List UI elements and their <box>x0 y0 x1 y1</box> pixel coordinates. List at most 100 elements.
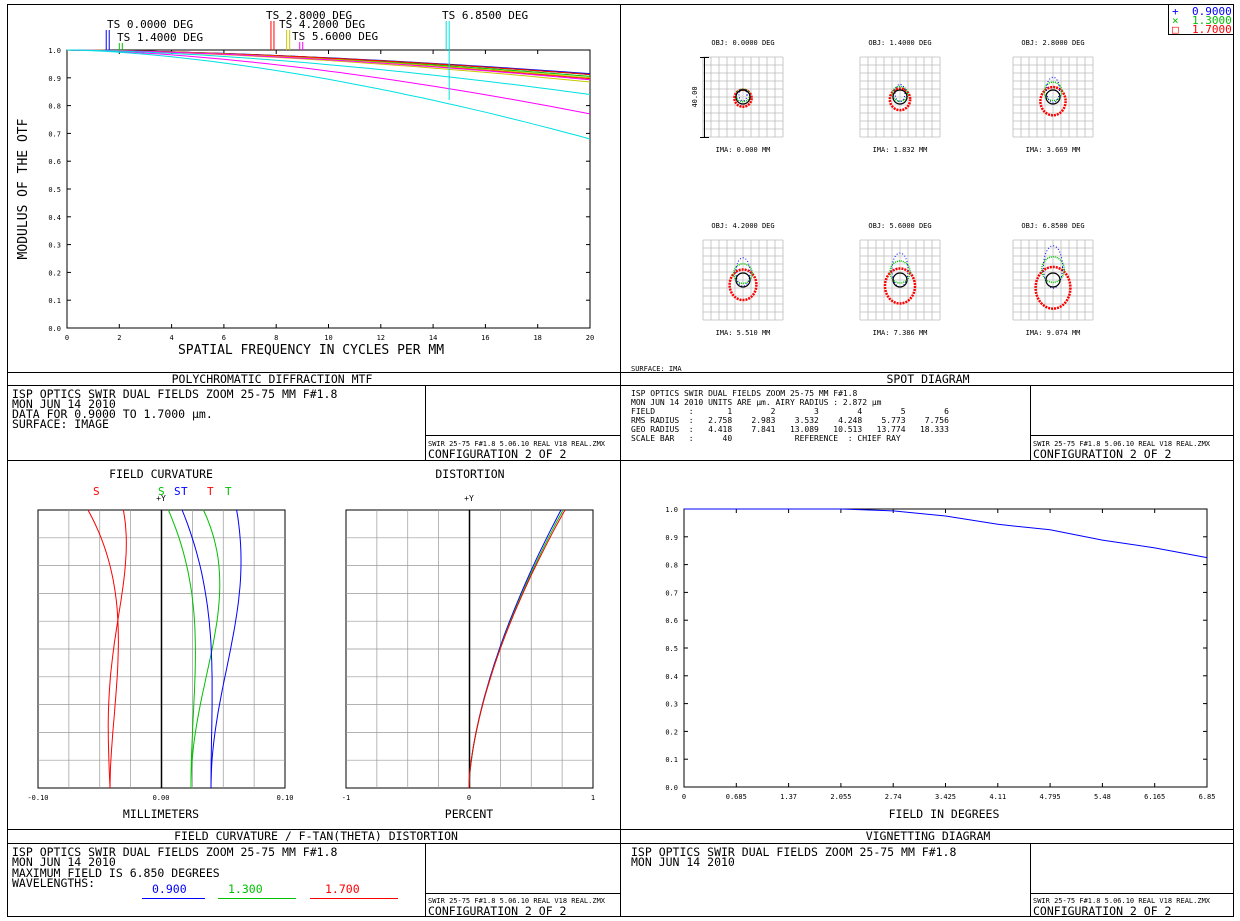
vig-y-tick-label: 0.9 <box>665 534 678 542</box>
fc-curves <box>87 509 566 789</box>
spot-obj-label: OBJ: 4.2000 DEG <box>711 222 774 230</box>
vig-x-tick-label: 0.685 <box>726 793 747 801</box>
spot-config: CONFIGURATION 2 OF 2 <box>1033 447 1171 461</box>
mtf-panel-title: POLYCHROMATIC DIFFRACTION MTF <box>172 372 373 386</box>
spot-ima-label: IMA: 0.000 MM <box>716 146 771 154</box>
vig-x-tick-label: 6.85 <box>1199 793 1216 801</box>
vig-info-line-2: MON JUN 14 2010 <box>631 855 735 869</box>
vig-y-tick-labels: 0.0 0.1 0.2 0.3 0.4 0.5 0.6 0.7 0.8 0.9 1.0 <box>665 506 678 792</box>
fc-curve-s-green <box>167 509 196 788</box>
vig-panel-title: VIGNETTING DIAGRAM <box>866 829 991 843</box>
mtf-y-tick-label: 0.4 <box>48 214 61 222</box>
fc-x-axis-label: MILLIMETERS <box>123 807 199 821</box>
fc-file-name: SWIR 25-75 F#1.8 5.06.10 REAL V18 REAL.Z… <box>428 897 606 905</box>
spot-blue <box>891 252 909 288</box>
fc-curve-labels: S S S T TT <box>93 485 232 498</box>
fc-tick-center: 0.00 <box>153 794 170 802</box>
mtf-x-tick-label: 20 <box>586 334 594 342</box>
spot-obj-label: OBJ: 1.4000 DEG <box>868 39 931 47</box>
dist-tick-right: 1 <box>591 794 595 802</box>
spot-blue <box>894 83 906 103</box>
vignetting-panel: 0 0.685 1.37 2.055 2.74 3.425 4.11 4.795 5.48 6.1… <box>621 506 1234 918</box>
vig-y-tick-label: 0.3 <box>665 701 678 709</box>
spot-green <box>889 260 911 284</box>
vig-x-tick-label: 5.48 <box>1094 793 1111 801</box>
spot-legend-symbol-3: □ <box>1172 23 1179 36</box>
spot-airy-circle <box>1045 89 1061 105</box>
mtf-series-line <box>66 49 591 140</box>
field-curvature-panel: FIELD CURVATURE DISTORTION S S S T TT +Y +Y … <box>7 467 620 918</box>
vig-x-tick-label: 1.37 <box>780 793 797 801</box>
spot-obj-label: OBJ: 6.8500 DEG <box>1021 222 1084 230</box>
spot-red <box>1039 85 1067 117</box>
spot-file-name: SWIR 25-75 F#1.8 5.06.10 REAL V18 REAL.Z… <box>1033 440 1211 448</box>
vig-y-tick-label: 0.6 <box>665 617 678 625</box>
mtf-y-axis-label: MODULUS OF THE OTF <box>16 118 31 259</box>
spot-blue <box>735 257 751 287</box>
vig-y-tick-label: 0.2 <box>665 728 678 736</box>
mtf-y-tick-label: 0.7 <box>48 130 61 138</box>
spot-panel-title: SPOT DIAGRAM <box>886 372 969 386</box>
vig-x-tick-labels: 0 0.685 1.37 2.055 2.74 3.425 4.11 4.795 5.48 6.1… <box>682 793 1216 801</box>
vig-y-tick-label: 0.5 <box>665 645 678 653</box>
fc-wavelength-3: 1.700 <box>325 882 360 896</box>
mtf-panel: 0 2 4 6 8 10 12 14 16 18 20 0.00.10.20.30.40.50.60… <box>7 9 620 461</box>
spot-red <box>1034 265 1072 310</box>
fc-tick-left: -0.10 <box>27 794 48 802</box>
spot-field-2: OBJ: 1.4000 DEG IMA: 1.832 MM <box>859 39 941 154</box>
spot-field-5: OBJ: 5.6000 DEG IMA: 7.386 MM <box>859 222 941 337</box>
mtf-y-tick-label: 0.1 <box>48 297 61 305</box>
fc-curve-s-blue <box>181 509 213 788</box>
fc-curve-t-green <box>190 509 221 789</box>
mtf-y-tick-label: 0.3 <box>48 242 61 250</box>
spot-ima-label: IMA: 7.386 MM <box>873 329 928 337</box>
mtf-x-tick-labels: 0 2 4 6 8 10 12 14 16 18 20 <box>65 334 594 342</box>
mtf-ticks <box>66 49 591 329</box>
spot-legend: + 0.9000 × 1.3000 □ 1.7000 <box>1168 4 1234 36</box>
mtf-x-tick-label: 2 <box>117 334 121 342</box>
spot-field-6: OBJ: 6.8500 DEG IMA: 9.074 MM <box>1012 222 1094 337</box>
fc-wavelengths: 0.900 1.300 1.700 <box>142 882 398 899</box>
spot-diagrams: OBJ: 0.0000 DEG IMA: 0.000 MM OBJ: 1.4000 … <box>702 39 1094 337</box>
spot-airy-circle <box>735 89 751 105</box>
fc-curve-label: S <box>174 485 181 498</box>
spot-green <box>1041 256 1065 284</box>
fc-wavelength-2: 1.300 <box>228 882 263 896</box>
dist-y-axis-label: +Y <box>464 494 474 503</box>
spot-scale-label: 40.00 <box>691 86 699 107</box>
spot-red <box>888 87 912 112</box>
mtf-x-tick-label: 0 <box>65 334 69 342</box>
spot-airy-circle <box>892 89 908 105</box>
spot-ima-label: IMA: 1.832 MM <box>873 146 928 154</box>
spot-ima-label: IMA: 9.074 MM <box>1026 329 1081 337</box>
mtf-field-label: TS 5.6000 DEG <box>292 30 378 43</box>
spot-info-line-4: RMS RADIUS : 2.758 2.983 3.532 4.248 5.7… <box>631 416 949 425</box>
spot-surface-label: SURFACE: IMA <box>631 365 682 373</box>
spot-airy-circle <box>892 272 908 288</box>
vig-y-tick-label: 0.8 <box>665 562 678 570</box>
fc-info-line-4: WAVELENGTHS: <box>12 876 95 890</box>
mtf-info-line-4: SURFACE: IMAGE <box>12 417 109 431</box>
spot-ima-label: IMA: 3.669 MM <box>1026 146 1081 154</box>
vig-plot-frame <box>683 508 1208 788</box>
vig-x-tick-label: 6.165 <box>1144 793 1165 801</box>
spot-green <box>891 85 909 102</box>
fc-curve-label: S <box>93 485 100 498</box>
mtf-y-tick-label: 0.8 <box>48 103 61 111</box>
vig-series-line <box>684 508 1208 559</box>
vig-y-tick-label: 0.1 <box>665 756 678 764</box>
mtf-field-label: TS 0.0000 DEG <box>107 18 193 31</box>
mtf-x-tick-label: 14 <box>429 334 437 342</box>
spot-green <box>733 263 753 285</box>
vig-curves <box>684 508 1208 559</box>
vig-x-tick-label: 3.425 <box>935 793 956 801</box>
spot-legend-symbol-2: × <box>1172 14 1179 27</box>
fc-info-line-1: ISP OPTICS SWIR DUAL FIELDS ZOOM 25-75 M… <box>12 845 337 859</box>
mtf-y-tick-label: 0.0 <box>48 325 61 333</box>
mtf-info-line-1: ISP OPTICS SWIR DUAL FIELDS ZOOM 25-75 M… <box>12 387 337 401</box>
fc-curve-label: S <box>158 485 165 498</box>
spot-red <box>728 268 758 302</box>
spot-legend-label-3: 1.7000 <box>1192 23 1232 36</box>
